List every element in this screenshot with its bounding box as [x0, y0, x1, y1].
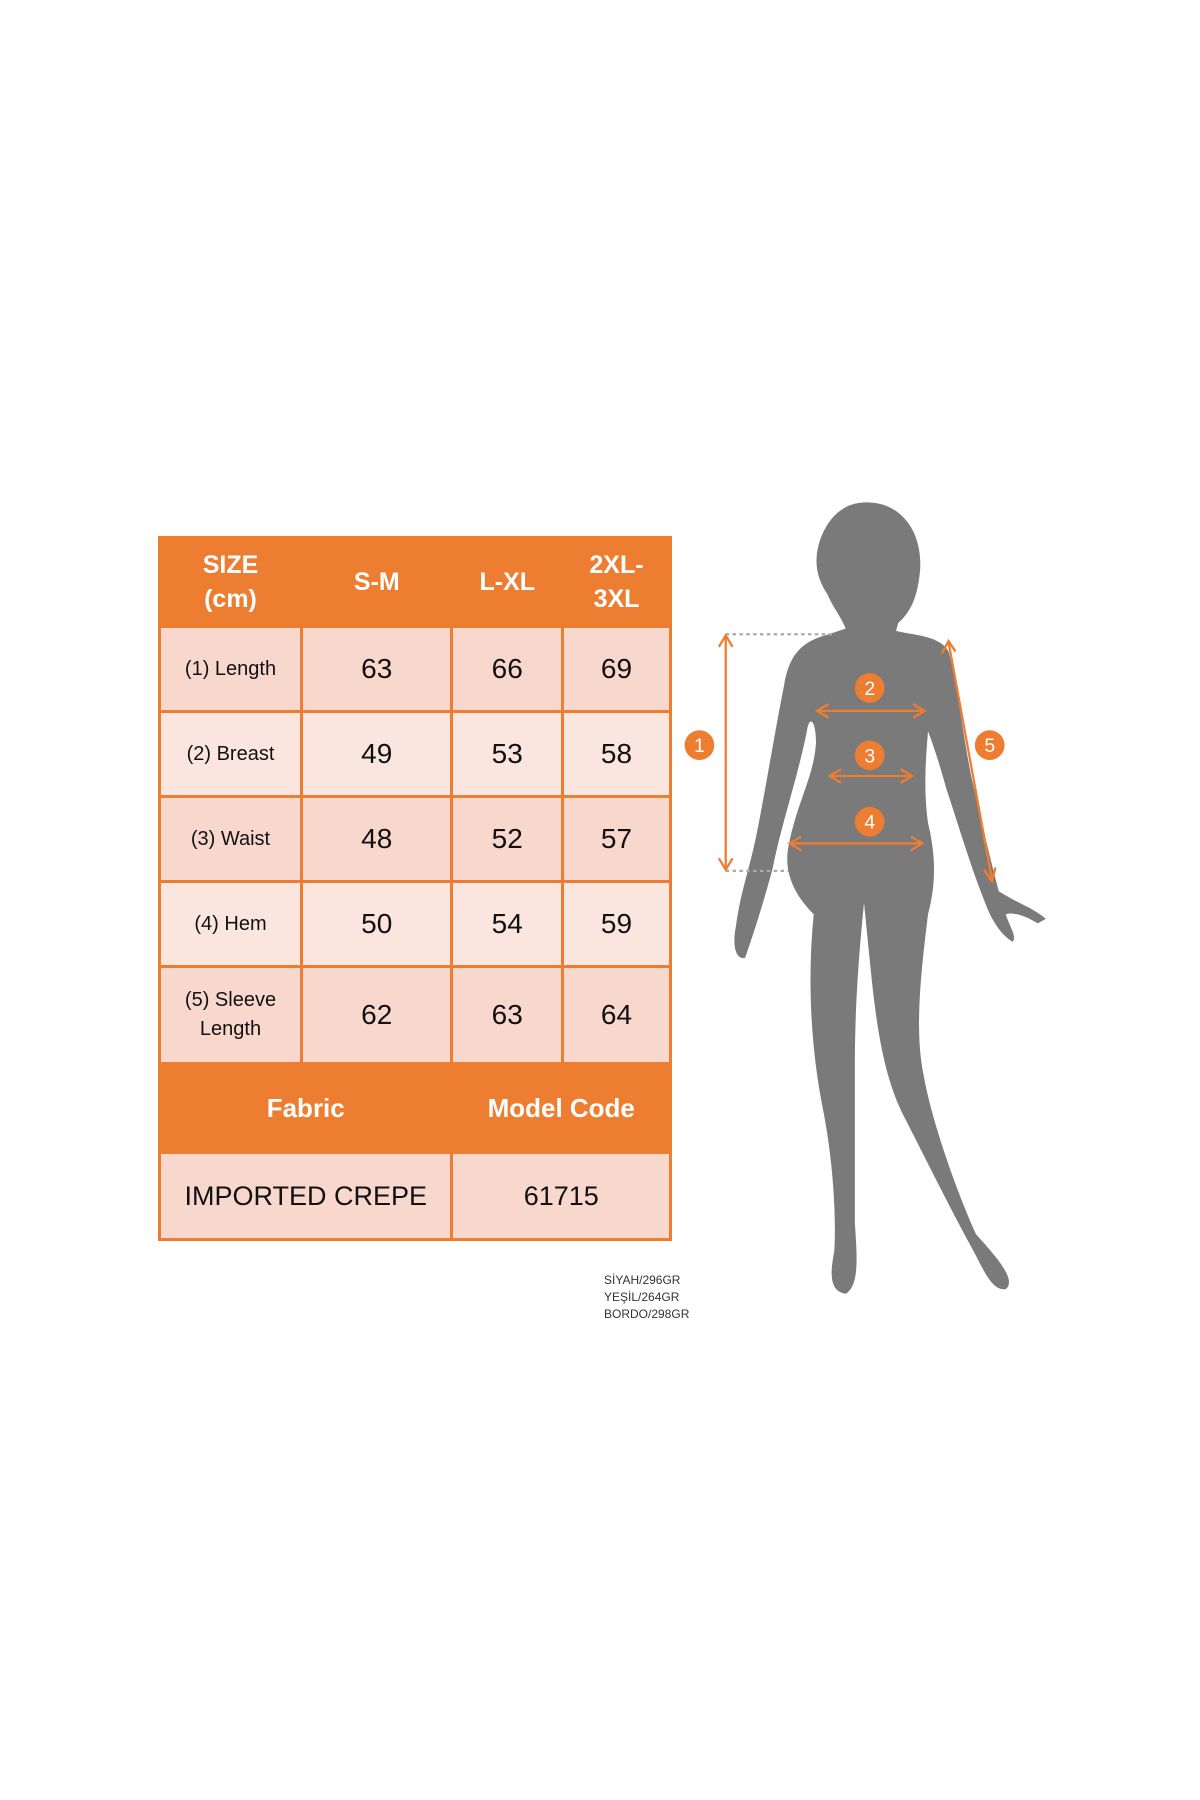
fabric-header: Fabric [157, 1062, 454, 1154]
cell-value: 54 [450, 880, 564, 968]
table-row: (2) Breast 49 53 58 [158, 710, 672, 798]
cell-value: 64 [561, 965, 672, 1065]
weight-line: SİYAH/296GR [604, 1273, 681, 1287]
size-chart-table: SIZE (cm) S-M L-XL 2XL- 3XL (1) Length 63 … [157, 536, 672, 1241]
header-xxl-line: 3XL [593, 585, 640, 613]
color-weights: SİYAH/296GR YEŞİL/264GR BORDO/298GR [604, 1272, 689, 1323]
row-label: (1) Length [158, 625, 303, 713]
header-2xl-3xl: 2XL- 3XL [561, 536, 672, 628]
weight-line: YEŞİL/264GR [604, 1290, 680, 1304]
marker-2 [854, 673, 885, 703]
fabric-value: IMPORTED CREPE [157, 1151, 454, 1241]
footer-value-row: IMPORTED CREPE 61715 [157, 1151, 672, 1241]
row-label: (5) Sleeve Length [158, 965, 303, 1065]
cell-value: 59 [561, 880, 672, 968]
model-code-header: Model Code [450, 1062, 672, 1154]
row-label-line: (5) Sleeve [184, 989, 277, 1011]
header-size-line: SIZE [202, 551, 259, 579]
row-label: (4) Hem [158, 880, 303, 968]
weight-line: BORDO/298GR [604, 1307, 690, 1321]
cell-value: 58 [561, 710, 672, 798]
table-row: (5) Sleeve Length 62 63 64 [158, 965, 672, 1065]
header-size-line: (cm) [204, 585, 257, 613]
model-code-value: 61715 [450, 1151, 672, 1241]
marker-2-label: 2 [864, 678, 875, 700]
header-s-m: S-M [299, 536, 454, 628]
woman-silhouette [734, 502, 1046, 1294]
row-label-line: Length [199, 1018, 262, 1040]
table-header-row: SIZE (cm) S-M L-XL 2XL- 3XL [158, 536, 672, 628]
cell-value: 52 [450, 795, 564, 883]
cell-value: 63 [450, 965, 564, 1065]
measurement-arrows [717, 633, 997, 884]
table-row: (3) Waist 48 52 57 [158, 795, 672, 883]
row-label: (3) Waist [158, 795, 303, 883]
marker-4-label: 4 [864, 812, 875, 834]
cell-value: 49 [299, 710, 454, 798]
cell-value: 66 [450, 625, 564, 713]
marker-5 [974, 730, 1005, 760]
header-l-xl: L-XL [450, 536, 564, 628]
cell-value: 53 [450, 710, 564, 798]
footer-header-row: Fabric Model Code [157, 1062, 672, 1154]
row-label: (2) Breast [158, 710, 303, 798]
cell-value: 48 [299, 795, 454, 883]
marker-1-label: 1 [694, 735, 705, 757]
marker-3-label: 3 [864, 745, 875, 767]
header-xxl-line: 2XL- [589, 551, 644, 579]
cell-value: 50 [299, 880, 454, 968]
header-size: SIZE (cm) [158, 536, 303, 628]
cell-value: 62 [299, 965, 454, 1065]
cell-value: 57 [561, 795, 672, 883]
marker-1 [684, 730, 715, 760]
table-row: (4) Hem 50 54 59 [158, 880, 672, 968]
cell-value: 69 [561, 625, 672, 713]
measurement-markers: 1 2 3 4 5 [684, 673, 1005, 837]
cell-value: 63 [299, 625, 454, 713]
marker-4 [854, 806, 885, 837]
table-row: (1) Length 63 66 69 [158, 625, 672, 713]
marker-3 [854, 740, 885, 771]
marker-5-label: 5 [984, 735, 995, 757]
